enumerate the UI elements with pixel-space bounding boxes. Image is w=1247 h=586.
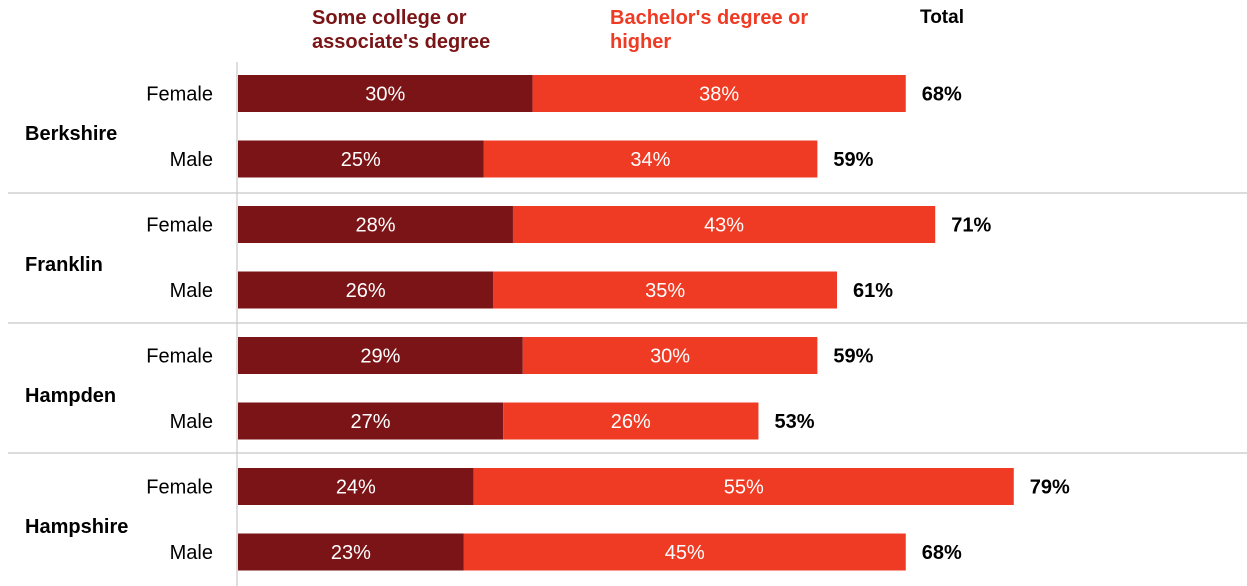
total-label: 61% (853, 280, 893, 302)
bar-segment-some-college (238, 271, 494, 309)
bar-segment-some-college (238, 468, 474, 505)
group-label: Hampshire (25, 516, 128, 538)
data-label: 30% (365, 84, 405, 106)
bar-segment-bachelors (503, 402, 759, 440)
row-label: Male (170, 411, 213, 433)
data-label: 25% (341, 149, 381, 171)
bar-segment-bachelors (463, 533, 906, 571)
bar-segment-bachelors (493, 271, 838, 309)
total-label: 68% (922, 84, 962, 106)
bar-segment-bachelors (473, 468, 1014, 505)
bar-segment-some-college (238, 337, 523, 374)
data-label: 26% (346, 280, 386, 302)
data-label: 43% (704, 215, 744, 237)
data-label: 45% (665, 542, 705, 564)
data-label: 24% (336, 477, 376, 499)
bar-segment-some-college (238, 75, 533, 112)
row-label: Female (146, 477, 213, 499)
row-label: Male (170, 542, 213, 564)
data-label: 28% (355, 215, 395, 237)
group-label: Berkshire (25, 123, 117, 145)
bar-segment-bachelors (483, 140, 818, 178)
bar-segment-some-college (238, 140, 484, 178)
data-label: 26% (611, 411, 651, 433)
bar-segment-bachelors (522, 337, 818, 374)
data-label: 27% (351, 411, 391, 433)
legend-some-college: Some college or associate's degree (312, 7, 491, 53)
row-label: Male (170, 149, 213, 171)
bar-segment-some-college (238, 533, 464, 571)
row-label: Female (146, 346, 213, 368)
data-label: 55% (724, 477, 764, 499)
total-label: 71% (951, 215, 991, 237)
bar-segment-bachelors (512, 206, 936, 243)
data-label: 23% (331, 542, 371, 564)
bar-segment-some-college (238, 402, 504, 440)
bar-segment-bachelors (532, 75, 906, 112)
row-label: Male (170, 280, 213, 302)
total-label: 79% (1030, 477, 1070, 499)
total-label: 59% (833, 346, 873, 368)
data-label: 34% (630, 149, 670, 171)
group-label: Franklin (25, 254, 103, 276)
legend-total: Total (920, 7, 964, 28)
total-label: 59% (833, 149, 873, 171)
row-label: Female (146, 84, 213, 106)
data-label: 29% (360, 346, 400, 368)
bar-segment-some-college (238, 206, 513, 243)
group-label: Hampden (25, 385, 116, 407)
row-label: Female (146, 215, 213, 237)
data-label: 38% (699, 84, 739, 106)
data-label: 30% (650, 346, 690, 368)
legend-bachelors: Bachelor's degree or higher (610, 7, 809, 53)
total-label: 68% (922, 542, 962, 564)
total-label: 53% (774, 411, 814, 433)
data-label: 35% (645, 280, 685, 302)
